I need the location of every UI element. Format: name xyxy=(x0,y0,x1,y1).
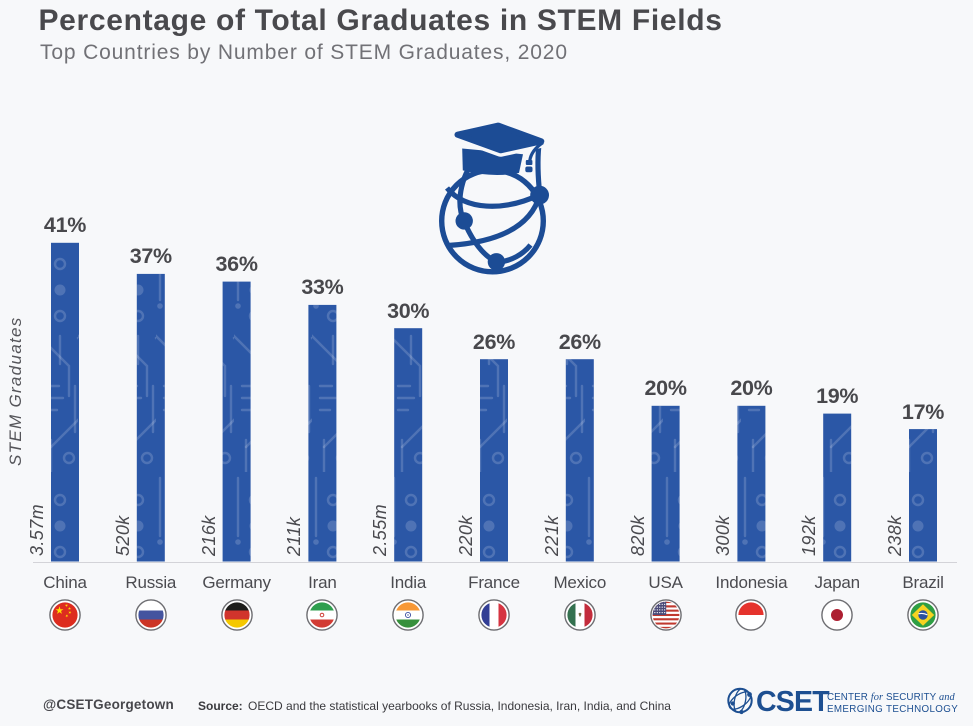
svg-text:EMERGING TECHNOLOGY: EMERGING TECHNOLOGY xyxy=(827,704,958,715)
svg-text:CSET: CSET xyxy=(756,686,830,718)
svg-text:CENTER for SECURITY and: CENTER for SECURITY and xyxy=(827,692,956,703)
